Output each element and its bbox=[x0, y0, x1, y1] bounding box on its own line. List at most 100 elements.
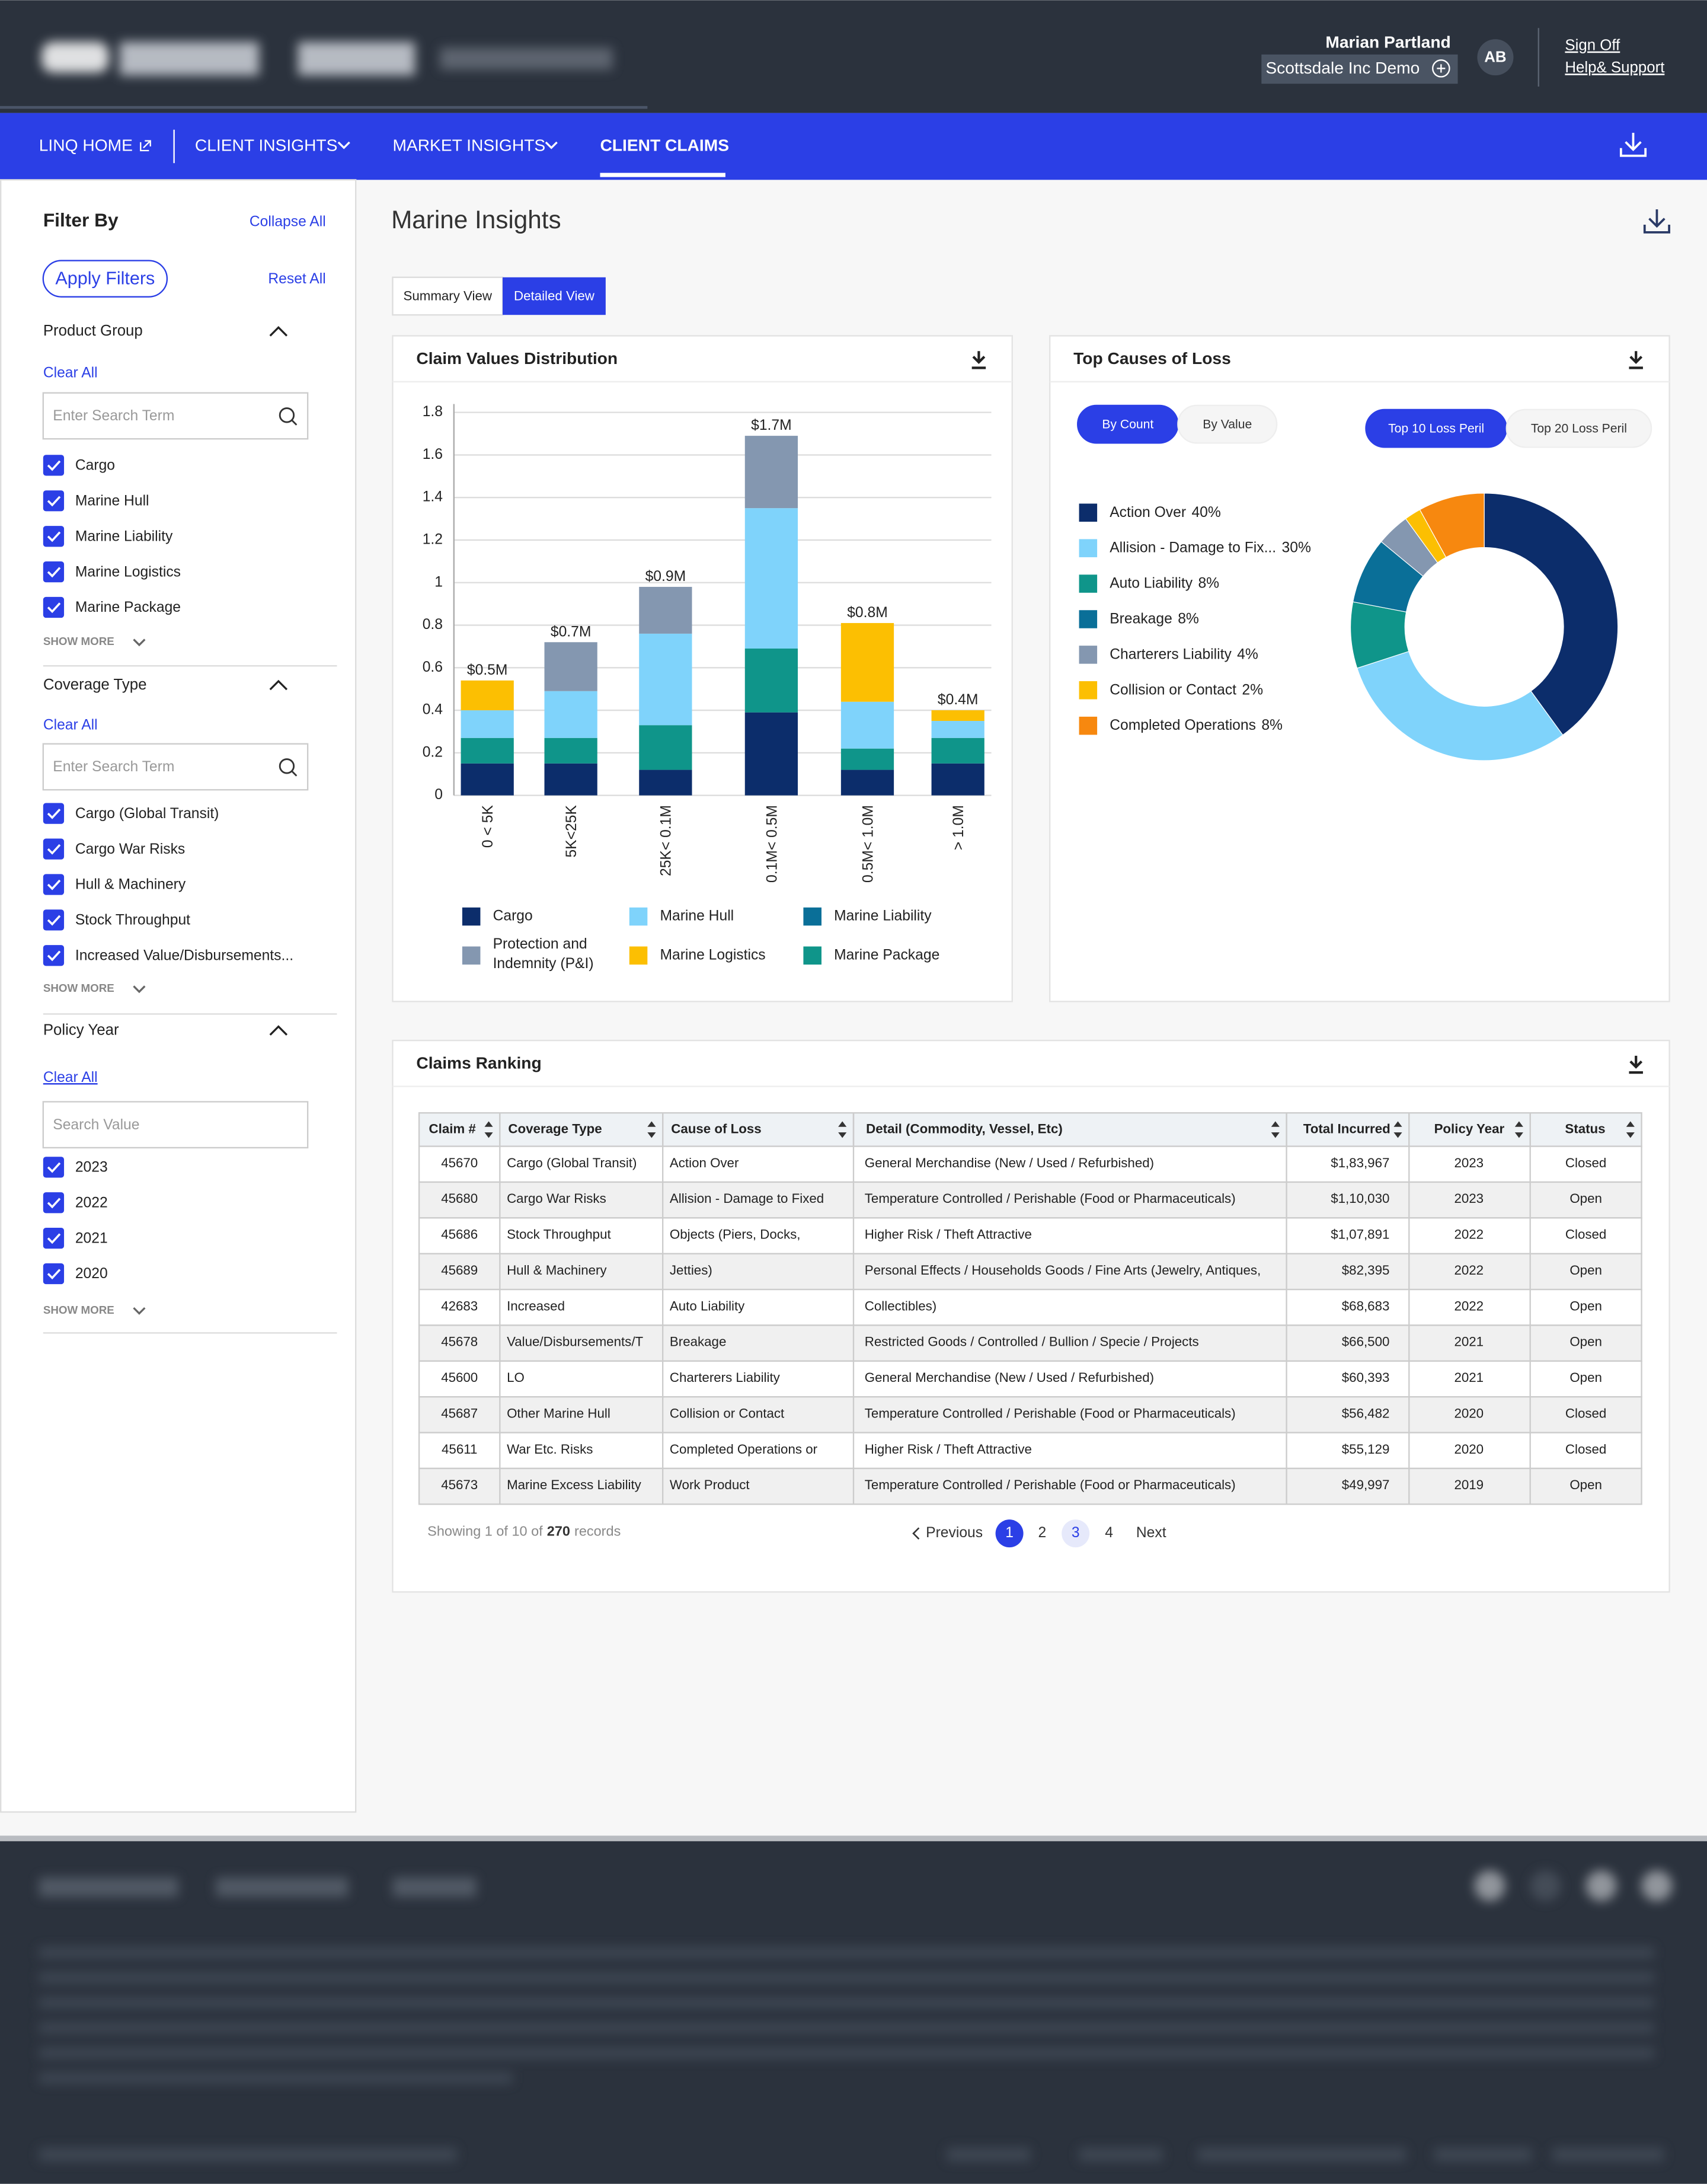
sort-icon[interactable] bbox=[838, 1121, 847, 1138]
apply-button[interactable] bbox=[42, 260, 168, 298]
footer-link bbox=[392, 1877, 477, 1897]
nav-item[interactable]: MARKET INSIGHTS bbox=[392, 135, 545, 154]
checkbox[interactable] bbox=[43, 945, 65, 966]
pagination-item[interactable]: 3 bbox=[1072, 1525, 1080, 1541]
show-more[interactable]: SHOW MORE bbox=[43, 635, 114, 647]
show-more[interactable]: SHOW MORE bbox=[43, 1304, 114, 1316]
checkbox[interactable] bbox=[43, 490, 65, 512]
toggle-label: Top 20 Loss Peril bbox=[1531, 422, 1627, 435]
clear-all[interactable]: Clear All bbox=[43, 1069, 98, 1085]
chevron[interactable] bbox=[269, 679, 288, 691]
chevron[interactable] bbox=[337, 141, 350, 149]
option-label: 2020 bbox=[75, 1266, 108, 1282]
checkmark bbox=[47, 602, 61, 614]
table-cell: $82,395 bbox=[1342, 1263, 1390, 1278]
chevron[interactable] bbox=[133, 985, 146, 994]
clear-all[interactable]: Clear All bbox=[43, 365, 98, 381]
chevron[interactable] bbox=[133, 1307, 146, 1315]
checkbox[interactable] bbox=[43, 1192, 65, 1214]
checkmark bbox=[47, 950, 61, 962]
chevron[interactable] bbox=[269, 1025, 288, 1036]
chevron[interactable] bbox=[133, 638, 146, 647]
sort-icon[interactable] bbox=[1393, 1121, 1402, 1138]
search-input[interactable] bbox=[42, 392, 309, 440]
collapse-all[interactable]: Collapse All bbox=[250, 214, 326, 230]
sidebar bbox=[0, 179, 357, 1813]
sort-icon[interactable] bbox=[484, 1121, 493, 1138]
tab[interactable] bbox=[392, 276, 504, 316]
tab-active[interactable] bbox=[503, 277, 606, 315]
chevron[interactable] bbox=[545, 141, 558, 149]
panel-download[interactable] bbox=[1629, 351, 1643, 369]
legend-category: Auto Liability bbox=[1110, 575, 1193, 591]
pagination-item[interactable]: Previous bbox=[926, 1525, 983, 1541]
toggle-label: Top 10 Loss Peril bbox=[1388, 422, 1484, 435]
page-hover[interactable] bbox=[1062, 1519, 1090, 1548]
footer-text bbox=[39, 2072, 513, 2084]
table-cell: Cargo (Global Transit) bbox=[507, 1155, 637, 1170]
legend-value: 8% bbox=[1198, 575, 1219, 591]
search-input[interactable] bbox=[42, 743, 309, 791]
footer-legal bbox=[1079, 2147, 1163, 2162]
footer-text bbox=[39, 2047, 1654, 2059]
chevron[interactable] bbox=[269, 326, 288, 337]
checkbox[interactable] bbox=[43, 1157, 65, 1178]
bar-segment bbox=[544, 737, 597, 764]
checkbox[interactable] bbox=[43, 1263, 65, 1285]
checkmark bbox=[47, 808, 61, 819]
summary-part: Showing 1 of 10 of bbox=[427, 1524, 543, 1539]
option-label: Stock Throughput bbox=[75, 912, 190, 928]
checkbox[interactable] bbox=[43, 909, 65, 931]
account-chip[interactable] bbox=[1261, 54, 1458, 84]
export-icon[interactable] bbox=[1619, 132, 1647, 157]
reset-all[interactable]: Reset All bbox=[268, 271, 325, 287]
pagination-item[interactable]: 2 bbox=[1038, 1525, 1046, 1541]
nav-item[interactable]: CLIENT INSIGHTS bbox=[195, 135, 338, 154]
panel-download[interactable] bbox=[1629, 1055, 1643, 1074]
pagination-item[interactable]: Next bbox=[1136, 1525, 1166, 1541]
records-summary: Showing 1 of 10 of 270 records bbox=[427, 1524, 621, 1539]
sort-icon[interactable] bbox=[647, 1121, 656, 1138]
header-link[interactable]: Sign Off bbox=[1565, 37, 1620, 54]
legend-value: 8% bbox=[1261, 717, 1283, 733]
checkbox[interactable] bbox=[43, 1228, 65, 1249]
table-cell: $66,500 bbox=[1342, 1334, 1390, 1349]
show-more[interactable]: SHOW MORE bbox=[43, 982, 114, 994]
sort-icon[interactable] bbox=[1514, 1121, 1523, 1138]
legend-label: Completed Operations 8% bbox=[1110, 717, 1283, 733]
panel-download[interactable] bbox=[971, 351, 986, 369]
checkbox[interactable] bbox=[43, 526, 65, 547]
avatar[interactable] bbox=[1477, 39, 1514, 76]
table-cell: Collision or Contact bbox=[670, 1406, 785, 1420]
sort-icon[interactable] bbox=[1271, 1121, 1280, 1138]
toggle-pill[interactable] bbox=[1505, 408, 1652, 448]
checkbox[interactable] bbox=[43, 596, 65, 618]
legend-value: 40% bbox=[1191, 504, 1220, 520]
search-input[interactable] bbox=[42, 1101, 309, 1149]
summary-part: records bbox=[574, 1524, 621, 1539]
footer-text bbox=[39, 2022, 1654, 2033]
header-link[interactable]: Help& Support bbox=[1565, 59, 1664, 76]
checkbox[interactable] bbox=[43, 874, 65, 895]
nav-item[interactable]: LINQ HOME bbox=[39, 135, 133, 154]
legend-category: Breakage bbox=[1110, 611, 1172, 627]
checkbox[interactable] bbox=[43, 561, 65, 583]
y-tick-label: 1.8 bbox=[423, 404, 443, 420]
toggle-pill[interactable] bbox=[1177, 404, 1278, 444]
pagination-item[interactable]: 1 bbox=[1005, 1525, 1014, 1541]
checkbox[interactable] bbox=[43, 455, 65, 476]
page-current[interactable] bbox=[995, 1519, 1024, 1548]
add-account-icon[interactable] bbox=[1432, 59, 1450, 78]
checkbox[interactable] bbox=[43, 803, 65, 824]
legend-label: Allision - Damage to Fix... 30% bbox=[1110, 539, 1311, 555]
sort-icon[interactable] bbox=[1626, 1121, 1635, 1138]
checkbox[interactable] bbox=[43, 838, 65, 860]
pagination-item[interactable]: 4 bbox=[1105, 1525, 1113, 1541]
table-cell: 45600 bbox=[441, 1370, 478, 1385]
nav-item[interactable]: CLIENT CLAIMS bbox=[600, 135, 729, 154]
panel bbox=[392, 335, 1013, 1002]
export-icon[interactable] bbox=[1643, 209, 1670, 234]
clear-all[interactable]: Clear All bbox=[43, 717, 98, 733]
